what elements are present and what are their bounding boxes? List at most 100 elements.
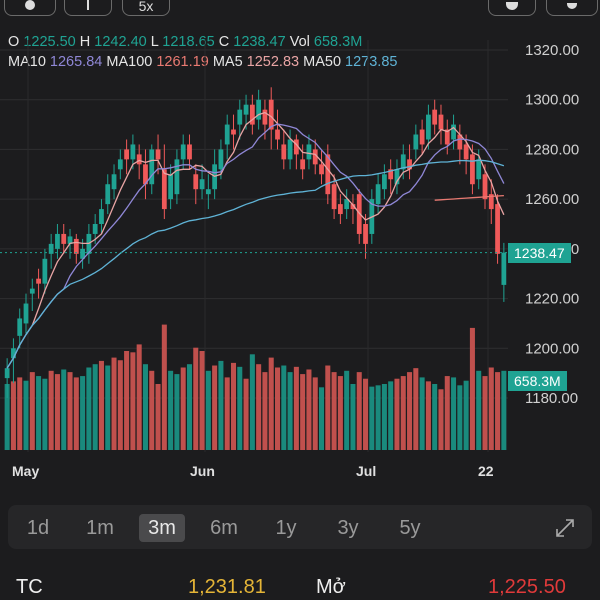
volume-bar: [237, 366, 243, 450]
candle-body: [117, 159, 123, 170]
ohlc-row: O 1225.50 H 1242.40 L 1218.65 C 1238.47 …: [8, 32, 397, 52]
timeframe-1y[interactable]: 1y: [275, 517, 297, 539]
date-tick-label: Jun: [190, 463, 215, 479]
volume-bar: [356, 372, 362, 450]
open-price-label: Mở: [316, 576, 346, 598]
ma50-value: 1273.85: [345, 54, 398, 70]
tc-label: TC: [16, 576, 43, 598]
date-axis: May Jun Jul 22: [12, 463, 494, 479]
volume-bar: [54, 374, 60, 450]
volume-bar: [155, 384, 161, 450]
volume-bar: [86, 367, 92, 450]
price-tick-label: 1200.00: [525, 340, 579, 357]
volume-bar: [425, 381, 431, 450]
volume-bar: [331, 372, 337, 450]
volume-bar: [161, 324, 167, 450]
date-tick-label: Jul: [356, 463, 376, 479]
candle-body: [350, 204, 356, 210]
open-price-value: 1,225.50: [488, 576, 566, 598]
circle-icon: [25, 0, 35, 10]
candle-body: [268, 99, 274, 130]
volume-bar: [369, 386, 375, 450]
candle-body: [388, 169, 394, 180]
volume-bar: [17, 377, 23, 450]
candle-body: [331, 184, 337, 210]
ma-row: MA10 1265.84 MA100 1261.19 MA5 1252.83 M…: [8, 52, 397, 72]
candle-body: [237, 109, 243, 125]
candle-body: [463, 144, 469, 160]
volume-bar: [117, 360, 123, 450]
price-axis: 1320.001300.001280.001260.001240.001220.…: [525, 42, 579, 407]
more-button[interactable]: [546, 0, 598, 16]
candle-body: [281, 144, 287, 160]
timeframe-3m[interactable]: 3m: [139, 514, 185, 542]
volume-bar: [413, 368, 419, 450]
candle-body: [344, 199, 350, 210]
candle-body: [306, 144, 312, 160]
tc-value: 1,231.81: [188, 576, 266, 598]
volume-bar: [337, 376, 343, 450]
price-tick-label: 1300.00: [525, 92, 579, 109]
candle-body: [470, 154, 475, 185]
expand-icon[interactable]: [554, 517, 576, 539]
candle-body: [130, 144, 136, 160]
candle-body: [382, 174, 387, 190]
last-price-tag: 1238.47: [508, 243, 571, 263]
volume-bar: [230, 362, 237, 450]
timeframe-1m[interactable]: 1m: [86, 517, 114, 539]
settings-button[interactable]: [488, 0, 536, 16]
price-tick-label: 1320.00: [525, 42, 579, 59]
chart-type-button[interactable]: [4, 0, 56, 16]
ma100-value: 1261.19: [156, 54, 209, 70]
volume-bar: [111, 357, 117, 450]
candle-body: [231, 129, 236, 135]
volume-bar: [199, 351, 205, 450]
volume-bar: [463, 380, 469, 450]
volume-bar: [186, 364, 192, 450]
candle-body: [111, 174, 117, 190]
volume-bar: [281, 365, 287, 450]
more-icon: [567, 3, 577, 9]
low-value: 1218.65: [162, 34, 215, 50]
volume-bar: [444, 376, 450, 450]
candle-body: [199, 179, 205, 190]
indicator-icon: [87, 0, 89, 10]
volume-bar: [136, 344, 142, 450]
volume-bar: [193, 347, 199, 450]
candle-body: [218, 149, 224, 170]
volume-bar: [80, 376, 86, 450]
candle-body: [168, 174, 174, 200]
volume-bar: [495, 372, 501, 450]
timeframe-3y[interactable]: 3y: [337, 517, 359, 539]
volume-bar: [23, 380, 29, 450]
candle-body: [243, 104, 249, 115]
volume-bar: [224, 377, 230, 450]
volume-bar: [306, 369, 312, 450]
volume-bar: [287, 372, 293, 450]
timeframe-1d[interactable]: 1d: [26, 517, 50, 539]
volume-bar: [36, 376, 42, 450]
zoom-button[interactable]: 5x: [122, 0, 170, 16]
volume-bar: [394, 378, 400, 450]
price-tick-label: 1280.00: [525, 141, 579, 158]
ma50-label: MA50: [303, 54, 342, 70]
volume-label: Vol: [289, 34, 310, 50]
volume-bar: [274, 367, 281, 450]
candle-body: [23, 303, 29, 324]
candle-body: [143, 164, 148, 185]
candle-body: [287, 139, 293, 160]
timeframe-6m[interactable]: 6m: [210, 517, 238, 539]
volume-bar: [451, 377, 457, 450]
timeframe-selector: 1d 1m 3m 6m 1y 3y 5y: [8, 505, 592, 549]
candles: [4, 87, 507, 398]
timeframe-5y[interactable]: 5y: [399, 517, 421, 539]
candle-body: [319, 164, 324, 175]
indicator-button[interactable]: [64, 0, 112, 16]
open-label: O: [8, 34, 20, 50]
volume-bar: [98, 360, 104, 450]
volume-bar: [249, 354, 255, 450]
volume-bar: [262, 372, 268, 450]
volume-bar: [501, 370, 507, 450]
price-tick-label: 1260.00: [525, 191, 579, 208]
volume-bar: [149, 370, 155, 450]
